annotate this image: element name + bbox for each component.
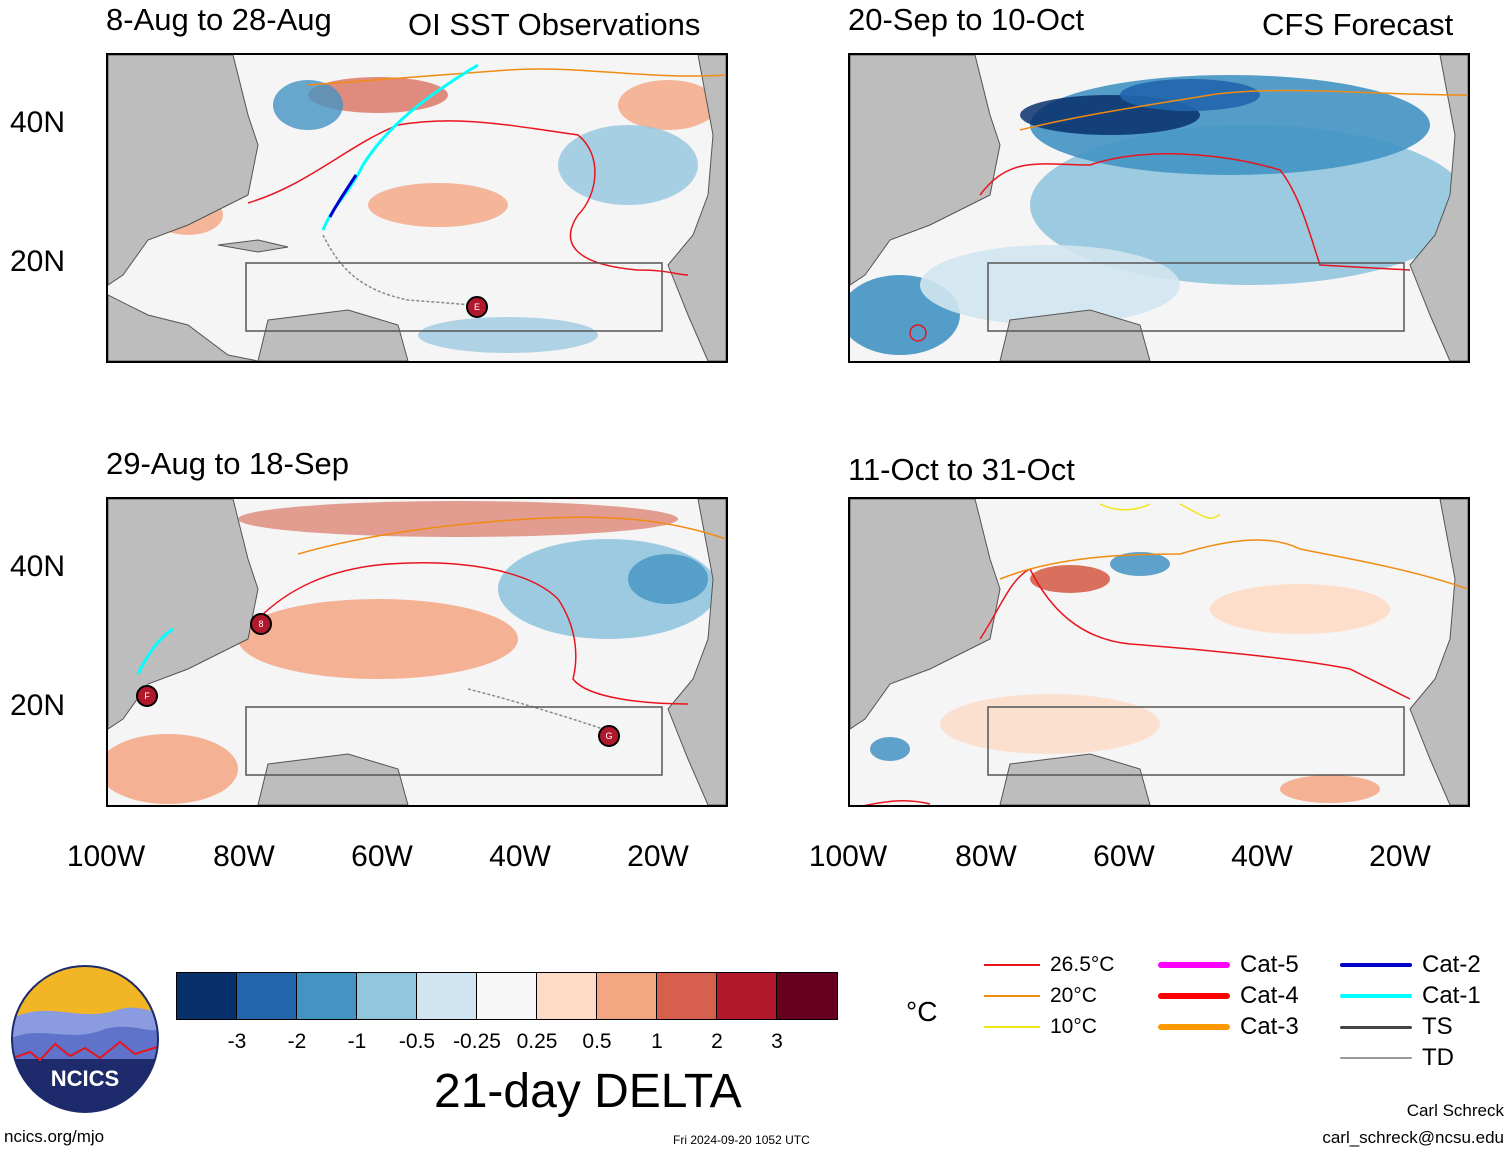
colorbar-tick-2: -1: [347, 1030, 367, 1053]
legend-isotherm-swatch: [984, 995, 1040, 997]
colorbar-swatch-7: [597, 973, 657, 1019]
colorbar-swatch-1: [237, 973, 297, 1019]
panel-4-date-title: 11-Oct to 31-Oct: [848, 452, 1075, 487]
legend-track-swatch: [1340, 994, 1412, 998]
colorbar: [176, 972, 838, 1020]
legend-isotherm-label: 20°C: [1050, 984, 1097, 1007]
panel-1-source-title: OI SST Observations: [408, 7, 701, 42]
legend-isotherm-2: 10°C: [984, 1015, 1097, 1039]
legend-isotherm-label: 10°C: [1050, 1015, 1097, 1038]
legend-isotherm-1: 20°C: [984, 984, 1097, 1008]
colorbar-swatch-10: [777, 973, 837, 1019]
map-panel-observations-2: [106, 497, 728, 807]
colorbar-tick-1: -2: [287, 1030, 307, 1053]
timestamp-text: Fri 2024-09-20 1052 UTC: [673, 1133, 810, 1147]
legend-track-label: Cat-4: [1240, 982, 1299, 1009]
lon-label-100w-right: 100W: [808, 840, 888, 873]
legend-track-swatch: [1340, 1057, 1412, 1059]
legend-track-label: Cat-1: [1422, 982, 1481, 1009]
colorbar-swatch-8: [657, 973, 717, 1019]
colorbar-swatch-4: [417, 973, 477, 1019]
colorbar-tick-6: 0.5: [582, 1030, 612, 1053]
legend-isotherm-0: 26.5°C: [984, 953, 1114, 977]
website-text: ncics.org/mjo: [4, 1127, 105, 1146]
lat-label-40n-top: 40N: [10, 106, 66, 139]
storm-marker-f: F: [136, 685, 158, 707]
colorbar-swatch-0: [177, 973, 237, 1019]
ncics-logo: NCICS: [10, 964, 160, 1114]
legend-track-swatch: [1340, 963, 1412, 967]
lon-label-80w-right: 80W: [955, 840, 1017, 873]
panel-1-date-title: 8-Aug to 28-Aug: [106, 2, 332, 37]
legend-isotherm-label: 26.5°C: [1050, 953, 1115, 976]
legend-track-2: Cat-3: [1158, 1013, 1299, 1041]
lat-label-20n-top: 20N: [10, 245, 66, 278]
colorbar-tick-4: -0.25: [453, 1030, 501, 1053]
legend-track-5: TS: [1340, 1013, 1453, 1041]
colorbar-swatch-2: [297, 973, 357, 1019]
colorbar-tick-0: -3: [227, 1030, 247, 1053]
legend-track-label: Cat-2: [1422, 951, 1481, 978]
colorbar-title: 21-day DELTA: [434, 1065, 742, 1118]
legend-track-label: TS: [1422, 1013, 1453, 1040]
legend-track-3: Cat-2: [1340, 951, 1481, 979]
lon-label-20w-left: 20W: [627, 840, 689, 873]
legend-track-label: TD: [1422, 1044, 1454, 1071]
legend-isotherm-swatch: [984, 1026, 1040, 1028]
legend-track-label: Cat-5: [1240, 951, 1299, 978]
legend-track-swatch: [1158, 962, 1230, 968]
legend-track-swatch: [1158, 1024, 1230, 1030]
colorbar-tick-9: 3: [771, 1030, 783, 1053]
lon-label-20w-right: 20W: [1369, 840, 1431, 873]
legend-track-swatch: [1158, 993, 1230, 999]
colorbar-tick-3: -0.5: [398, 1030, 436, 1053]
lon-label-60w-left: 60W: [351, 840, 413, 873]
email-text: carl_schreck@ncsu.edu: [1322, 1128, 1504, 1147]
legend-track-1: Cat-4: [1158, 982, 1299, 1010]
lat-label-20n-bottom: 20N: [10, 689, 66, 722]
panel-2-date-title: 20-Sep to 10-Oct: [848, 2, 1085, 37]
lat-label-40n-bottom: 40N: [10, 550, 66, 583]
logo-text: NCICS: [51, 1066, 119, 1091]
map-panel-forecast-2: [848, 497, 1470, 807]
colorbar-swatch-5: [477, 973, 537, 1019]
map-panel-forecast-1: [848, 53, 1470, 363]
storm-marker-e: E: [466, 296, 488, 318]
legend-track-6: TD: [1340, 1044, 1454, 1072]
colorbar-tick-8: 2: [711, 1030, 723, 1053]
panel-3-date-title: 29-Aug to 18-Sep: [106, 446, 350, 481]
colorbar-swatch-6: [537, 973, 597, 1019]
colorbar-swatch-9: [717, 973, 777, 1019]
lon-label-100w-left: 100W: [66, 840, 146, 873]
storm-marker-g: G: [598, 725, 620, 747]
lon-label-40w-right: 40W: [1231, 840, 1293, 873]
storm-marker-8: 8: [250, 613, 272, 635]
author-text: Carl Schreck: [1406, 1101, 1504, 1120]
lon-label-40w-left: 40W: [489, 840, 551, 873]
legend-track-swatch: [1340, 1025, 1412, 1029]
legend-track-4: Cat-1: [1340, 982, 1481, 1010]
legend-unit: °C: [906, 996, 938, 1027]
colorbar-swatch-3: [357, 973, 417, 1019]
legend-track-0: Cat-5: [1158, 951, 1299, 979]
lon-label-80w-left: 80W: [213, 840, 275, 873]
legend-track-label: Cat-3: [1240, 1013, 1299, 1040]
lon-label-60w-right: 60W: [1093, 840, 1155, 873]
map-panel-observations-1: [106, 53, 728, 363]
colorbar-tick-5: 0.25: [516, 1030, 558, 1053]
colorbar-tick-7: 1: [651, 1030, 663, 1053]
legend-isotherm-swatch: [984, 964, 1040, 966]
panel-2-source-title: CFS Forecast: [1262, 7, 1454, 42]
